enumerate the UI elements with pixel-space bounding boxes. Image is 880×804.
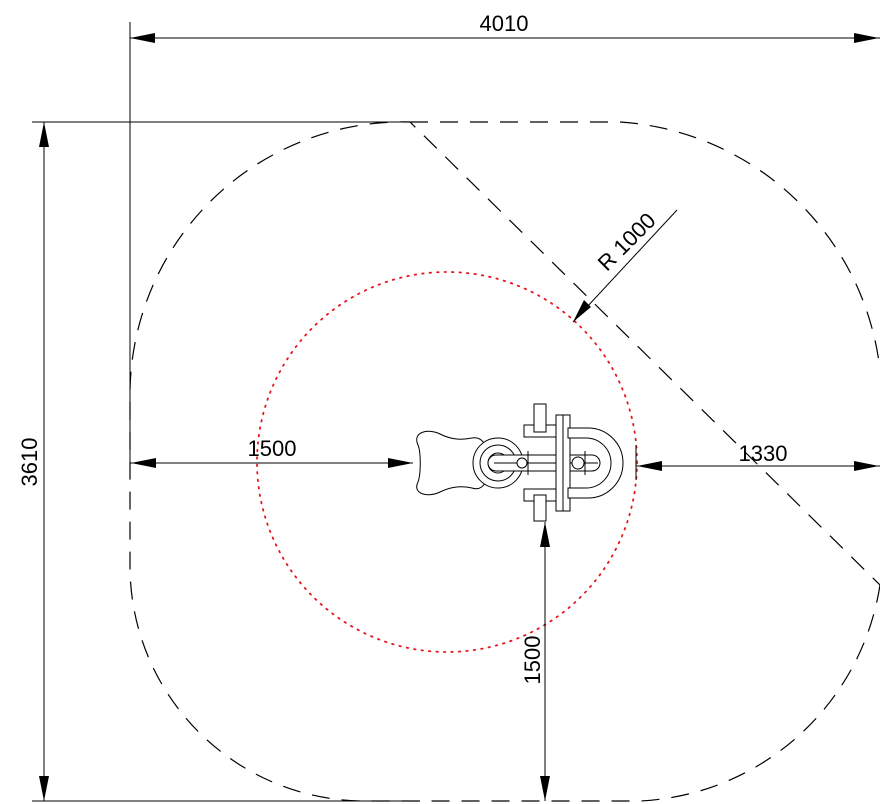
left-arrow-right bbox=[388, 458, 413, 468]
fall-zone-circle bbox=[256, 271, 638, 653]
pivot-icon bbox=[571, 456, 585, 470]
right-clearance-label: 1330 bbox=[739, 441, 788, 466]
bottom-clearance-label: 1500 bbox=[520, 636, 545, 685]
bottom-arrow-top bbox=[540, 522, 550, 547]
depth-arrow-bottom bbox=[39, 776, 49, 801]
bottom-arrow-bottom bbox=[540, 776, 550, 801]
left-clearance-label: 1500 bbox=[248, 436, 297, 461]
handle-loop-icon bbox=[567, 427, 624, 499]
overall-depth-label: 3610 bbox=[17, 438, 42, 487]
overall-depth-dimension: 3610 bbox=[17, 121, 420, 802]
width-arrow-right bbox=[854, 33, 879, 43]
width-arrow-left bbox=[130, 33, 155, 43]
overall-width-label: 4010 bbox=[480, 11, 529, 36]
right-arrow-left bbox=[637, 461, 662, 471]
lower-post-icon bbox=[533, 494, 547, 522]
safety-zone-outline bbox=[129, 121, 880, 802]
bottom-clearance-dimension: 1500 bbox=[520, 522, 550, 801]
radius-arrow bbox=[573, 300, 591, 322]
depth-arrow-top bbox=[39, 122, 49, 147]
right-arrow-right bbox=[854, 461, 879, 471]
left-clearance-dimension: 1500 bbox=[130, 436, 413, 468]
equipment-top-view bbox=[416, 403, 624, 522]
overall-width-dimension: 4010 bbox=[129, 11, 880, 470]
upper-post-icon bbox=[533, 403, 547, 433]
left-arrow-left bbox=[131, 458, 156, 468]
right-clearance-dimension: 1330 bbox=[635, 441, 880, 480]
radius-label: R 1000 bbox=[593, 208, 661, 276]
pivot-left-icon bbox=[516, 457, 528, 469]
radius-callout: R 1000 bbox=[572, 208, 678, 323]
radius-leader-line bbox=[572, 209, 678, 323]
